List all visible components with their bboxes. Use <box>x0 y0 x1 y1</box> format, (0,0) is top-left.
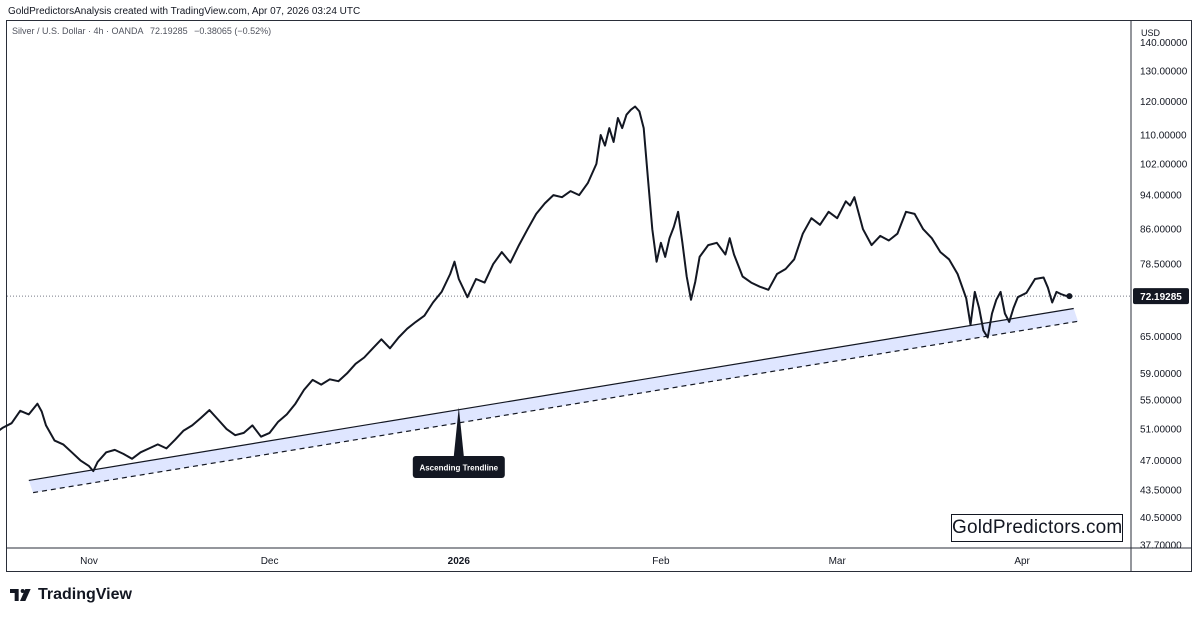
trendline-band <box>28 308 1078 493</box>
callout-label: Ascending Trendline <box>419 464 498 473</box>
y-tick-label: 94.00000 <box>1140 191 1182 202</box>
y-tick-label: 47.00000 <box>1140 456 1182 467</box>
y-tick-label: 110.00000 <box>1140 131 1187 142</box>
callout-pointer <box>453 407 464 456</box>
trendline-lower[interactable] <box>33 320 1079 494</box>
y-tick-label: 130.00000 <box>1140 67 1188 78</box>
last-price-text: 72.19285 <box>150 26 188 36</box>
y-tick-label: 86.00000 <box>1140 225 1182 236</box>
footer-brand-text: TradingView <box>38 586 132 603</box>
y-tick-label: 40.50000 <box>1140 513 1182 524</box>
y-tick-label: 65.00000 <box>1140 332 1182 343</box>
x-tick-label: Nov <box>80 556 98 567</box>
y-tick-label: 59.00000 <box>1140 369 1182 380</box>
x-tick-label: Mar <box>829 556 847 567</box>
symbol-name: Silver / U.S. Dollar · 4h · OANDA <box>12 26 144 36</box>
chart-attribution: GoldPredictorsAnalysis created with Trad… <box>8 6 361 17</box>
y-tick-label: 51.00000 <box>1140 425 1182 436</box>
y-tick-label: 102.00000 <box>1140 159 1188 170</box>
watermark-box: GoldPredictors.com <box>951 514 1123 542</box>
price-series-line[interactable] <box>0 105 1070 473</box>
y-tick-label: 37.70000 <box>1140 540 1182 551</box>
price-axis-unit: USD <box>1141 28 1161 38</box>
tradingview-icon <box>10 589 31 601</box>
y-tick-label: 78.50000 <box>1140 260 1182 271</box>
y-tick-label: 120.00000 <box>1140 97 1188 108</box>
y-tick-label: 43.50000 <box>1140 486 1182 497</box>
tradingview-logo[interactable]: TradingView <box>10 585 132 605</box>
trendline-upper[interactable] <box>28 307 1074 482</box>
y-tick-label: 55.00000 <box>1140 396 1182 407</box>
x-tick-label: Feb <box>652 556 670 567</box>
callout-box <box>412 456 505 478</box>
last-price-dot <box>1066 293 1073 300</box>
x-tick-label: Dec <box>261 556 279 567</box>
price-change-text: −0.38065 (−0.52%) <box>194 26 272 36</box>
x-tick-label: 2026 <box>448 556 471 567</box>
y-tick-label: 140.00000 <box>1140 38 1188 49</box>
symbol-info: Silver / U.S. Dollar · 4h · OANDA 72.192… <box>12 26 275 36</box>
chart-frame <box>6 20 1192 572</box>
x-tick-label: Apr <box>1014 556 1030 567</box>
last-price-label-bg <box>1133 288 1189 305</box>
last-price-label: 72.19285 <box>1140 292 1182 303</box>
